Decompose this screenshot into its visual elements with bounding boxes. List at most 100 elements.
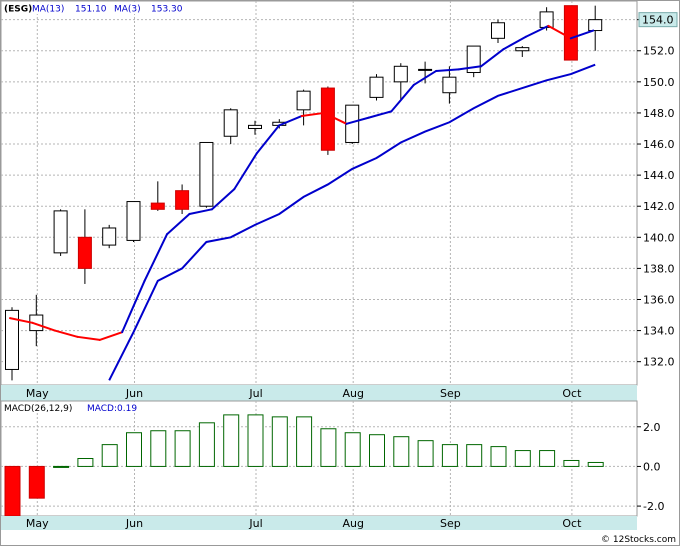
price-tick-label: 132.0 [643,356,675,369]
price-tick-label: 140.0 [643,231,675,244]
price-axis: 132.0 134.0 136.0 138.0 140.0 142.0 144.0 146.0… [637,12,678,369]
macd-bar [223,414,240,467]
candle-body [199,141,214,207]
month-label: Jun [125,387,143,400]
macd-bar [514,450,531,467]
ma3-segment [345,116,370,125]
macd-bar [198,422,215,467]
candle-body [563,5,578,61]
macd-bar [441,444,458,467]
candle-body [150,202,165,210]
macd-value-label: MACD:0.19 [87,404,137,414]
macd-bar [101,444,118,467]
ma3-segment [480,48,505,68]
ma3-segment [390,83,415,113]
macd-bar [77,458,94,467]
candle-body [126,201,141,241]
macd-bar [4,465,21,517]
ma3-segment [412,69,438,86]
month-label: Sep [440,387,461,400]
candle-body [393,65,408,83]
legend-background [3,2,196,14]
copyright-footer: © 12Stocks.com [601,535,676,545]
ma3-segment [31,321,56,332]
candle-body [53,210,68,254]
macd-bar [28,465,45,499]
macd-bar [490,446,507,467]
ma3-segment [278,115,303,127]
price-panel: 132.0 134.0 136.0 138.0 140.0 142.0 144.0 146.0… [0,0,678,386]
candle-body [77,236,92,269]
price-tick-label: 142.0 [643,200,675,213]
ma3-segment [300,111,326,118]
macd-tick-label: 0.0 [643,460,661,473]
last-price-label: 154.0 [642,14,674,27]
candle-body [5,309,19,370]
macd-month-label: Sep [440,517,461,530]
macd-bar [53,465,70,468]
ma3-segment [210,188,236,211]
ma13-legend-label: MA(13) [32,5,64,15]
ma13-line [108,63,596,381]
price-tick-label: 146.0 [643,138,675,151]
price-plot-area [0,0,638,386]
macd-bar [320,428,337,467]
macd-bar [563,459,580,467]
price-tick-label: 150.0 [643,76,675,89]
price-tick-label: 134.0 [643,325,675,338]
macd-bar [126,432,142,467]
ma3-legend-label: MA(3) [114,5,141,15]
ma3-segment [121,279,146,334]
price-tick-label: 136.0 [643,293,675,306]
last-price-flag [638,12,678,28]
candle-body [102,227,117,246]
macd-bar [466,444,483,467]
candle-body [588,19,603,32]
macd-bar [247,414,264,467]
candle-body [369,76,384,98]
macd-month-label: Jun [125,517,143,530]
ma3-segment [255,124,281,155]
macd-bar [587,461,604,467]
macd-month-label: May [26,517,49,530]
price-tick-label: 144.0 [643,169,675,182]
ma13-legend-value: 151.10 [75,5,107,15]
price-tick-label: 138.0 [643,262,675,275]
candle-body [296,90,311,111]
month-label: Aug [342,387,363,400]
candle-body [175,190,190,210]
ma3-segment [98,331,124,341]
macd-month-axis-strip [1,516,637,530]
candle-body [491,22,505,39]
moving-averages [9,24,596,381]
candle-body [248,124,262,129]
macd-bar [417,440,434,467]
macd-bars [4,414,604,517]
ma3-segment [53,329,79,338]
month-label: May [26,387,49,400]
macd-legend-background [3,402,147,413]
ma3-legend-value: 153.30 [151,5,183,15]
candle-body [320,87,335,151]
macd-bar [369,434,385,467]
macd-month-axis: May Jun Jul Aug Sep Oct [26,517,582,530]
macd-tick-label: 2.0 [643,421,661,434]
ma3-segment [188,208,213,215]
macd-title: MACD(26,12,9) [4,404,72,414]
month-axis: May Jun Jul Aug Sep Oct [26,387,582,400]
candle-body [515,47,530,52]
month-label: Oct [562,387,582,400]
ma3-segment [569,29,595,40]
ma3-segment [435,68,460,72]
macd-bar [344,432,361,467]
macd-month-label: Jul [248,517,262,530]
macd-bar [271,416,288,467]
ma3-segment [233,152,258,191]
ma3-segment [76,335,101,341]
month-label: Jul [248,387,262,400]
macd-tick-label: -2.0 [643,500,664,513]
macd-bar [296,416,313,467]
candle-body [223,109,238,137]
ma3-segment [367,110,393,119]
